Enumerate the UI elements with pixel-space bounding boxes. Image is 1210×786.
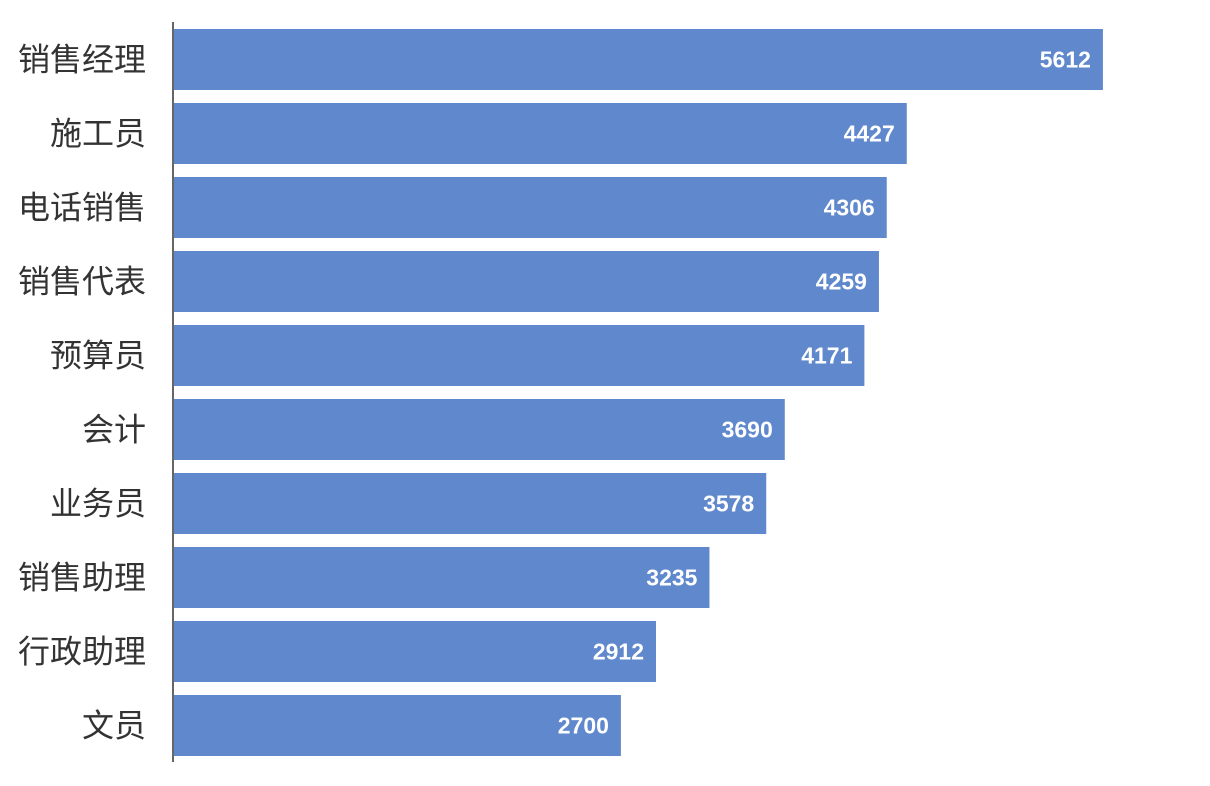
bar-8: [174, 621, 657, 682]
category-label-5: 会计: [82, 411, 146, 449]
bar-9: [174, 695, 621, 756]
bar-0: [174, 29, 1103, 90]
value-label-6: 3578: [703, 491, 754, 517]
category-label-1: 施工员: [50, 115, 146, 153]
value-label-9: 2700: [558, 713, 609, 739]
bar-2: [174, 177, 887, 238]
bars-group: [174, 29, 1103, 756]
value-label-5: 3690: [722, 417, 773, 443]
category-label-2: 电话销售: [18, 189, 146, 227]
value-label-3: 4259: [816, 269, 867, 295]
value-label-0: 5612: [1040, 47, 1091, 73]
value-label-7: 3235: [646, 565, 697, 591]
category-label-4: 预算员: [50, 337, 146, 375]
category-label-7: 销售助理: [18, 559, 146, 597]
bar-1: [174, 103, 907, 164]
bar-6: [174, 473, 767, 534]
bar-5: [174, 399, 785, 460]
bar-3: [174, 251, 879, 312]
category-label-6: 业务员: [50, 485, 146, 523]
category-label-8: 行政助理: [18, 633, 146, 671]
value-label-8: 2912: [593, 639, 644, 665]
value-label-4: 4171: [801, 343, 852, 369]
category-label-0: 销售经理: [18, 41, 146, 79]
value-label-1: 4427: [844, 121, 895, 147]
value-label-2: 4306: [824, 195, 875, 221]
category-label-9: 文员: [82, 707, 146, 745]
value-labels-group: 5612 4427 4306 4259 4171 3690 3578 3235 2912 2700: [558, 47, 1091, 739]
category-label-3: 销售代表: [18, 263, 146, 301]
bar-7: [174, 547, 710, 608]
bar-4: [174, 325, 865, 386]
